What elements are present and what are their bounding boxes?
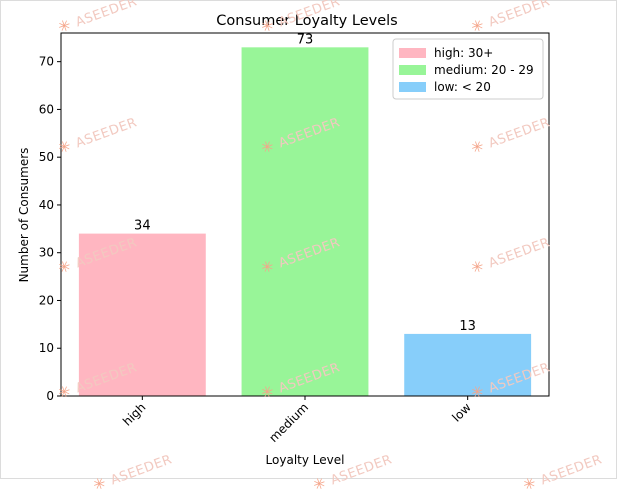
legend-swatch-low <box>399 82 426 92</box>
y-tick-label-0: 0 <box>46 389 54 403</box>
chart-title: Consumer Loyalty Levels <box>216 13 397 29</box>
y-tick-label-10: 10 <box>39 341 54 355</box>
legend-entry-high: high: 30+ <box>434 46 493 60</box>
y-axis-label: Number of Consumers <box>17 148 31 283</box>
legend-entry-low: low: < 20 <box>434 80 491 94</box>
y-tick-label-40: 40 <box>39 198 54 212</box>
legend: high: 30+ medium: 20 - 29 low: < 20 <box>392 38 544 100</box>
data-label-high: 34 <box>134 219 151 234</box>
y-tick-label-70: 70 <box>39 55 54 69</box>
y-tick-label-30: 30 <box>39 246 54 260</box>
bar-high <box>78 233 206 396</box>
axes-frame <box>60 32 550 397</box>
x-axis-label: Loyalty Level <box>266 453 345 467</box>
data-label-low: 13 <box>459 319 476 334</box>
y-tick-label-50: 50 <box>39 150 54 164</box>
plot-area: 34 high 73 medium 13 low 0 10 20 30 40 50 60 70 <box>39 32 550 445</box>
y-tick-label-20: 20 <box>39 293 54 307</box>
x-tick-label-high: high <box>120 400 148 428</box>
x-tick-label-medium: medium <box>266 400 311 445</box>
legend-entry-medium: medium: 20 - 29 <box>434 63 534 77</box>
bar-low <box>404 333 532 396</box>
legend-swatch-medium <box>399 65 426 75</box>
data-label-medium: 73 <box>297 32 314 47</box>
bar-medium <box>241 47 369 396</box>
x-tick-label-low: low <box>449 400 474 425</box>
bar-chart: Consumer Loyalty Levels 34 high 73 medium 13… <box>17 13 550 467</box>
legend-swatch-high <box>399 48 426 58</box>
legend-box <box>392 38 544 100</box>
y-tick-label-60: 60 <box>39 102 54 116</box>
